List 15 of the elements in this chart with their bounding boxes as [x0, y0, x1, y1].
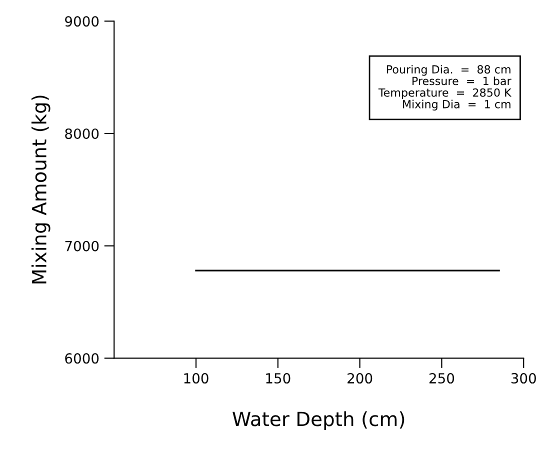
y-tick-label: 8000 [65, 128, 99, 139]
x-tick-label: 250 [429, 373, 454, 384]
x-tick-label: 150 [266, 373, 290, 384]
x-tick-label: 100 [184, 373, 208, 384]
y-tick-label: 9000 [65, 16, 99, 27]
x-tick-label: 300 [511, 373, 536, 384]
y-tick-label: 7000 [65, 240, 99, 252]
annotation: Mixing Dia = 1 cm [403, 100, 510, 111]
x-tick-label: 200 [348, 373, 372, 384]
y-tick-label: 6000 [65, 353, 99, 364]
annotation: Temperature = 2850 K [378, 88, 512, 99]
y-axis-title: Mixing Amount (kg) [31, 96, 50, 284]
annotation: Pressure = 1 bar [412, 76, 512, 86]
annotation: Pouring Dia. = 88 cm [386, 64, 510, 76]
x-axis-title: Water Depth (cm) [232, 411, 404, 430]
